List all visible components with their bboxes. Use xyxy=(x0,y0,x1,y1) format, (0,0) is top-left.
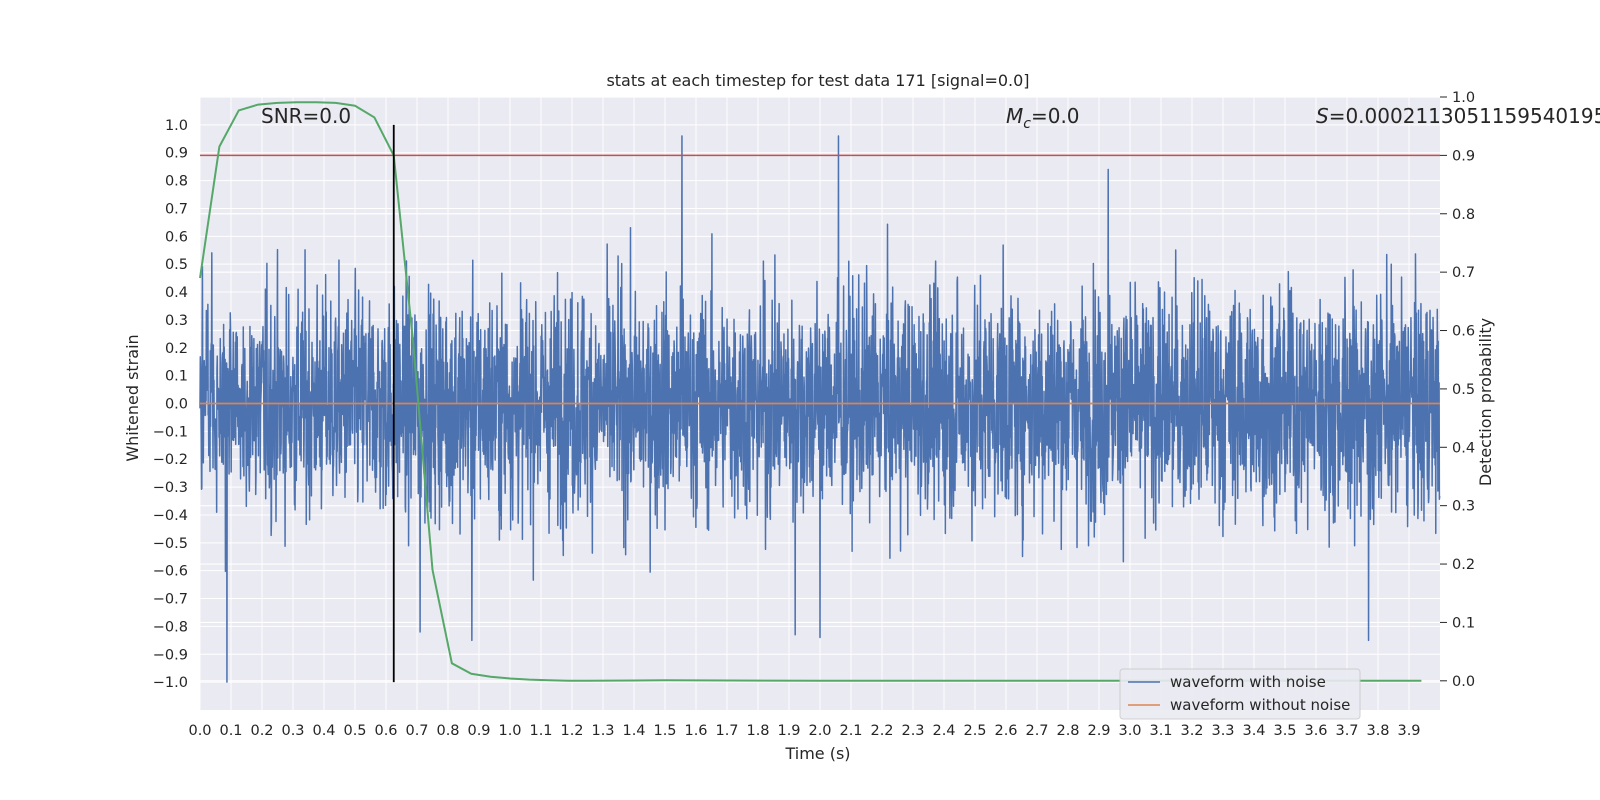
y-axis-title: Whitened strain xyxy=(123,334,142,461)
mc-subscript: c xyxy=(1023,116,1031,132)
y2-axis-title: Detection probability xyxy=(1476,318,1495,486)
x-tick-label: 1.7 xyxy=(715,723,738,739)
x-tick-label: 3.7 xyxy=(1335,723,1358,739)
x-tick-label: 2.4 xyxy=(932,723,955,739)
y-tick-label: 0.1 xyxy=(165,369,188,385)
x-tick-label: 2.5 xyxy=(963,723,986,739)
y2-tick-label: 0.0 xyxy=(1452,674,1475,690)
x-tick-label: 0.9 xyxy=(467,723,490,739)
x-tick-label: 1.1 xyxy=(529,723,552,739)
x-tick-label: 3.6 xyxy=(1304,723,1327,739)
x-tick-label: 2.0 xyxy=(808,723,831,739)
y-tick-label: −0.4 xyxy=(153,508,188,524)
y-tick-label: −0.7 xyxy=(153,592,188,608)
data-layer xyxy=(199,101,1441,683)
snr-annotation: SNR=0.0 xyxy=(261,104,351,128)
y2-tick-label: 0.6 xyxy=(1452,324,1475,340)
series-waveform-with-noise xyxy=(199,135,1441,683)
x-tick-label: 1.3 xyxy=(591,723,614,739)
y2-tick-label: 1.0 xyxy=(1452,90,1475,106)
x-tick-label: 1.6 xyxy=(684,723,707,739)
x-axis-title: Time (s) xyxy=(784,744,850,763)
y-tick-label: −0.3 xyxy=(153,480,188,496)
x-tick-label: 1.5 xyxy=(653,723,676,739)
y-tick-label: 0.9 xyxy=(165,146,188,162)
x-tick-label: 1.8 xyxy=(746,723,769,739)
y-tick-label: −0.9 xyxy=(153,647,188,663)
y-tick-label: −0.6 xyxy=(153,564,188,580)
y-tick-label: 0.6 xyxy=(165,229,188,245)
y-tick-label: −0.1 xyxy=(153,424,188,440)
x-tick-label: 2.7 xyxy=(1025,723,1048,739)
y-tick-label: −0.2 xyxy=(153,452,188,468)
chart-title: stats at each timestep for test data 171… xyxy=(606,71,1029,90)
x-tick-label: 0.4 xyxy=(312,723,335,739)
y2-tick-label: 0.4 xyxy=(1452,440,1475,456)
legend: waveform with noise waveform without noi… xyxy=(1119,668,1361,720)
x-tick-label: 3.5 xyxy=(1273,723,1296,739)
axes: 0.0 0.1 0.2 0.3 0.4 0.5 0.6 0.7 0.8 0.9 1.0 1.1 1.2 1… xyxy=(153,90,1475,739)
mc-symbol: M xyxy=(1006,104,1023,128)
x-tick-label: 2.2 xyxy=(870,723,893,739)
mc-value: =0.0 xyxy=(1031,104,1080,128)
s-value: =0.00021130511595401955 xyxy=(1329,104,1600,128)
y-tick-label: −0.8 xyxy=(153,619,188,635)
y2-tick-label: 0.3 xyxy=(1452,499,1475,515)
y-tick-label: 0.7 xyxy=(165,201,188,217)
x-tick-label: 3.4 xyxy=(1242,723,1265,739)
x-tick-label: 2.1 xyxy=(839,723,862,739)
x-tick-label: 3.3 xyxy=(1211,723,1234,739)
y-tick-label: 0.2 xyxy=(165,341,188,357)
y-tick-label: 0.8 xyxy=(165,174,188,190)
y-tick-label: 0.0 xyxy=(165,397,188,413)
y2-tick-label: 0.5 xyxy=(1452,382,1475,398)
legend-box xyxy=(1119,668,1361,720)
legend-label-with-noise: waveform with noise xyxy=(1170,673,1326,691)
x-tick-label: 3.8 xyxy=(1366,723,1389,739)
s-symbol: S xyxy=(1316,104,1329,128)
series-detection-probability xyxy=(199,101,1422,682)
x-tick-label: 2.8 xyxy=(1056,723,1079,739)
s-annotation: S=0.00021130511595401955 xyxy=(1316,104,1600,128)
y-tick-label: 0.3 xyxy=(165,313,188,329)
x-tick-label: 0.7 xyxy=(405,723,428,739)
x-tick-label: 1.0 xyxy=(498,723,521,739)
y-tick-label: 0.5 xyxy=(165,257,188,273)
y-tick-label: −1.0 xyxy=(153,675,188,691)
x-tick-label: 3.2 xyxy=(1180,723,1203,739)
x-tick-label: 1.4 xyxy=(622,723,645,739)
y2-tick-label: 0.2 xyxy=(1452,557,1475,573)
x-tick-label: 0.6 xyxy=(374,723,397,739)
x-tick-label: 0.2 xyxy=(250,723,273,739)
y2-tick-label: 0.7 xyxy=(1452,265,1475,281)
x-tick-label: 1.9 xyxy=(777,723,800,739)
x-tick-label: 3.9 xyxy=(1397,723,1420,739)
x-tick-label: 2.9 xyxy=(1087,723,1110,739)
y-tick-label: 0.4 xyxy=(165,285,188,301)
x-tick-label: 0.1 xyxy=(219,723,242,739)
legend-label-without-noise: waveform without noise xyxy=(1170,696,1350,714)
y-tick-label: 1.0 xyxy=(165,118,188,134)
y2-tick-label: 0.1 xyxy=(1452,615,1475,631)
y-tick-label: −0.5 xyxy=(153,536,188,552)
x-tick-label: 1.2 xyxy=(560,723,583,739)
x-tick-label: 3.0 xyxy=(1118,723,1141,739)
x-tick-label: 2.6 xyxy=(994,723,1017,739)
y2-tick-label: 0.9 xyxy=(1452,148,1475,164)
mc-annotation: Mc=0.0 xyxy=(1006,104,1080,132)
x-tick-label: 2.3 xyxy=(901,723,924,739)
x-tick-label: 0.5 xyxy=(343,723,366,739)
y2-tick-label: 0.8 xyxy=(1452,207,1475,223)
x-tick-label: 3.1 xyxy=(1149,723,1172,739)
x-tick-label: 0.8 xyxy=(436,723,459,739)
x-tick-label: 0.0 xyxy=(188,723,211,739)
x-tick-label: 0.3 xyxy=(281,723,304,739)
